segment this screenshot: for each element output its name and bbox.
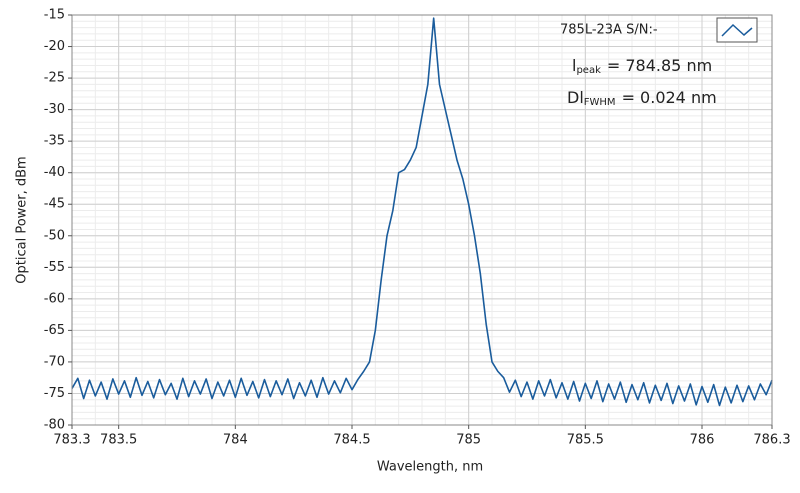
plot: [71, 17, 773, 407]
x-axis-label: Wavelength, nm: [377, 460, 483, 475]
x-tick-label: 783.3: [53, 433, 90, 448]
x-tick-label: 786: [690, 433, 715, 448]
y-tick-label: -35: [44, 134, 65, 149]
grid: [71, 14, 773, 426]
y-tick-label: -45: [44, 197, 65, 212]
y-tick-label: -50: [44, 228, 65, 243]
y-tick-label: -80: [44, 418, 65, 433]
x-tick-label: 784: [223, 433, 248, 448]
y-tick-label: -65: [44, 323, 65, 338]
annotation-subscript: peak: [576, 65, 601, 76]
annotation-text: = 0.024 nm: [622, 88, 717, 107]
annotation-subscript: FWHM: [584, 97, 616, 108]
x-tick-label: 783.5: [100, 433, 137, 448]
legend-label: 785L-23A S/N:-: [560, 23, 658, 38]
y-tick-label: -15: [44, 8, 65, 23]
y-tick-label: -40: [44, 165, 65, 180]
plot-frame: [71, 14, 773, 426]
annotation: DlFWHM = 0.024 nm: [567, 88, 717, 109]
y-tick-label: -70: [44, 354, 65, 369]
y-tick-label: -60: [44, 291, 65, 306]
y-tick-label: -75: [44, 386, 65, 401]
spectrum-line: [71, 17, 773, 407]
x-tick-label: 786.3: [753, 433, 790, 448]
annotation-symbol: l: [572, 56, 576, 75]
y-axis-label: Optical Power, dBm: [15, 156, 30, 283]
y-tick-label: -20: [44, 39, 65, 54]
legend-icon: [721, 23, 753, 37]
y-tick-label: -25: [44, 71, 65, 86]
y-tick-label: -55: [44, 260, 65, 275]
x-tick-label: 785: [456, 433, 481, 448]
x-tick-label: 784.5: [333, 433, 370, 448]
annotation: lpeak = 784.85 nm: [572, 56, 712, 77]
annotation-symbol: Dl: [567, 88, 584, 107]
x-tick-label: 785.5: [567, 433, 604, 448]
y-tick-label: -30: [44, 102, 65, 117]
annotation-text: = 784.85 nm: [607, 56, 712, 75]
legend-box[interactable]: [716, 17, 758, 43]
